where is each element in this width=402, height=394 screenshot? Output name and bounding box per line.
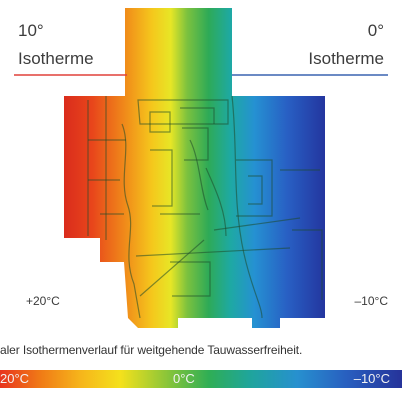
scale-label-cold: –10°C [353,371,390,386]
isotherm-right-temp: 0° [367,21,384,40]
outside-temperature: –10°C [354,294,389,308]
scale-label-warm: 20°C [0,371,30,386]
profile-structure-lines [87,95,323,319]
temperature-scale-bar: 20°C 0°C –10°C [0,370,402,388]
inside-temperature: +20°C [26,294,60,308]
isotherm-right-label: Isotherme [308,49,384,68]
isotherm-left-temp: 10° [18,21,44,40]
isotherm-left-label: Isotherme [18,49,94,68]
window-profile-section [64,8,325,328]
scale-label-zero: 0°C [173,371,195,386]
figure-caption: aler Isothermenverlauf für weitgehende T… [0,343,303,357]
